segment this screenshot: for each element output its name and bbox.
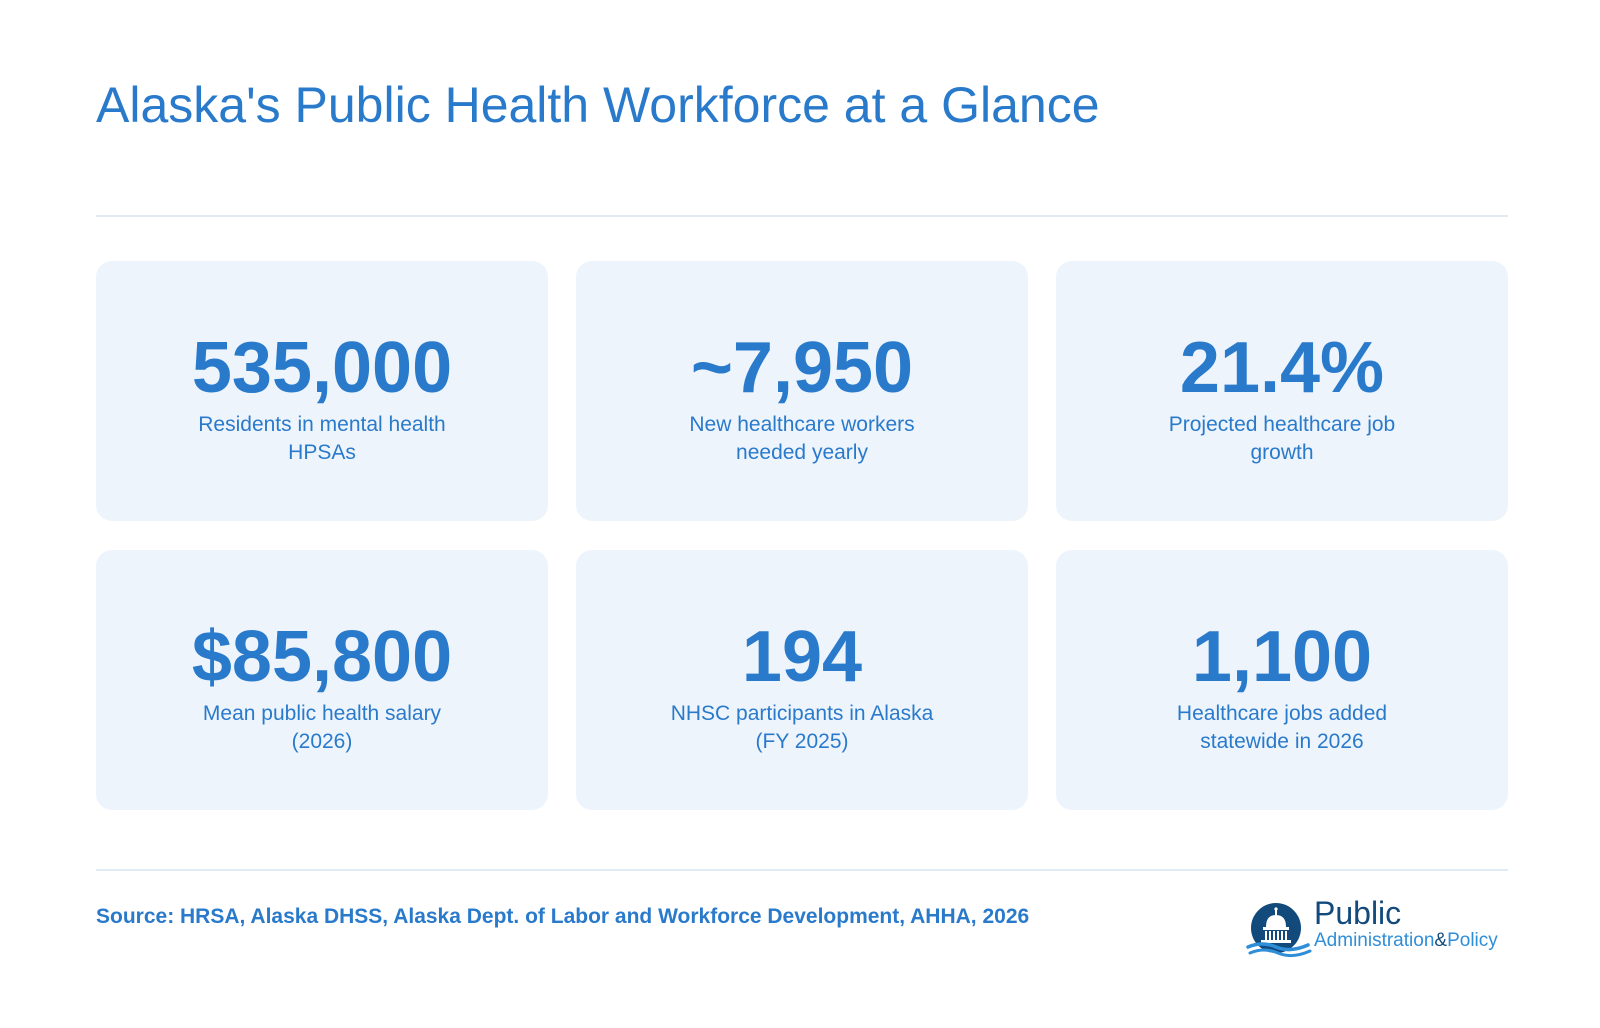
stat-label: NHSC participants in Alaska (FY 2025) bbox=[670, 702, 934, 753]
stat-label: Mean public health salary (2026) bbox=[202, 702, 442, 753]
stat-label: New healthcare workers needed yearly bbox=[689, 413, 915, 464]
stat-card-job-growth: 21.4% Projected healthcare job growth bbox=[1056, 261, 1508, 521]
stat-value: $85,800 bbox=[191, 617, 453, 697]
top-divider bbox=[96, 215, 1508, 217]
stat-label: Healthcare jobs added statewide in 2026 bbox=[1176, 702, 1388, 753]
stat-card-mean-salary: $85,800 Mean public health salary (2026) bbox=[96, 550, 548, 810]
stat-card-mental-health-hpsas: 535,000 Residents in mental health HPSAs bbox=[96, 261, 548, 521]
capitol-dome-icon bbox=[1246, 900, 1312, 960]
stat-card-jobs-added: 1,100 Healthcare jobs added statewide in… bbox=[1056, 550, 1508, 810]
stats-grid: 535,000 Residents in mental health HPSAs… bbox=[96, 261, 1508, 810]
stat-label: Residents in mental health HPSAs bbox=[198, 413, 446, 464]
logo-ampersand: & bbox=[1434, 930, 1448, 951]
stat-value: 535,000 bbox=[191, 328, 453, 408]
stat-value: 21.4% bbox=[1179, 328, 1385, 408]
stat-value: 194 bbox=[741, 617, 863, 697]
stat-value: 1,100 bbox=[1191, 617, 1373, 697]
brand-logo: Public Administration&Policy bbox=[1246, 894, 1516, 964]
stat-value: ~7,950 bbox=[690, 328, 914, 408]
stat-card-new-workers-needed: ~7,950 New healthcare workers needed yea… bbox=[576, 261, 1028, 521]
logo-word-public: Public bbox=[1314, 895, 1402, 931]
stat-card-nhsc-participants: 194 NHSC participants in Alaska (FY 2025… bbox=[576, 550, 1028, 810]
bottom-divider bbox=[96, 869, 1508, 871]
logo-word-administration: Administration bbox=[1314, 930, 1435, 951]
page-title: Alaska's Public Health Workforce at a Gl… bbox=[96, 77, 1100, 133]
logo-subline: Administration&Policy bbox=[1314, 930, 1498, 952]
stat-label: Projected healthcare job growth bbox=[1168, 413, 1396, 464]
logo-word-policy: Policy bbox=[1447, 930, 1498, 951]
source-citation: Source: HRSA, Alaska DHSS, Alaska Dept. … bbox=[96, 905, 1030, 928]
